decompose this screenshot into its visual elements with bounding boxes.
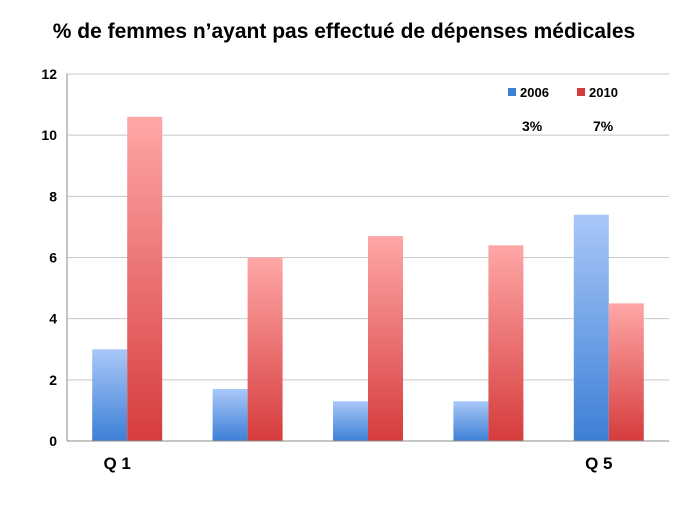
bar-2006 [333,401,368,441]
bars [92,116,644,442]
y-tick-label: 4 [49,311,57,327]
bar-2010 [247,257,283,441]
chart-title: % de femmes n’ayant pas effectué de dépe… [53,20,635,43]
y-tick-label: 8 [49,188,57,204]
legend: 2006 2010 [508,85,618,100]
legend-label-2010: 2010 [589,85,618,100]
y-tick-label: 6 [49,250,57,266]
bar-2006 [92,349,128,441]
x-category-label: Q 1 [103,454,130,473]
y-tick-label: 12 [41,66,57,82]
bar-2006 [453,401,489,441]
bar-2010 [608,303,644,441]
legend-swatch-2006 [508,88,516,96]
legend-label-2006: 2006 [520,85,549,100]
y-tick-label: 0 [49,433,57,449]
bar-2010 [127,116,163,442]
bar-2010 [368,236,403,441]
x-axis-categories: Q 1 Q 5 [103,454,612,473]
y-tick-label: 10 [41,127,57,143]
y-axis-ticks: 0 2 4 6 8 10 12 [41,66,57,449]
annotation-2006: 3% [522,118,543,134]
bar-2010 [488,245,524,441]
bar-2006 [212,389,248,441]
annotation-2010: 7% [593,118,614,134]
bar-2006 [573,214,609,441]
y-tick-label: 2 [49,372,57,388]
legend-swatch-2010 [577,88,585,96]
x-category-label: Q 5 [585,454,612,473]
